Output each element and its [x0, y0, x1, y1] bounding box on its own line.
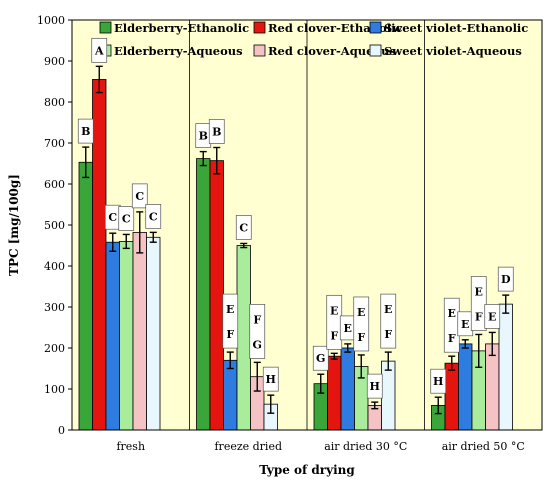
significance-box [118, 206, 135, 231]
x-axis-title: Type of drying [259, 463, 355, 477]
significance-box [470, 276, 487, 331]
legend-label: Elderberry-Ethanolic [114, 21, 249, 35]
significance-box [430, 368, 447, 394]
bar [196, 158, 211, 431]
legend-swatch [369, 44, 382, 57]
y-tick-label: 0 [58, 424, 65, 437]
significance-letter: E [461, 318, 469, 331]
significance-letter: E [448, 307, 456, 320]
y-tick-label: 400 [44, 260, 65, 273]
bar [236, 245, 251, 431]
x-tick-label: fresh [116, 440, 145, 453]
y-tick-label: 600 [44, 178, 65, 191]
significance-letter: F [253, 313, 261, 326]
significance-letter: C [108, 211, 117, 224]
y-tick-label: 1000 [37, 14, 65, 27]
significance-letter: E [488, 310, 496, 323]
bar [105, 241, 120, 431]
significance-letter: E [475, 285, 483, 298]
significance-letter: G [253, 338, 262, 351]
axes-layer: 0 100 200 300 400 500 600 700 800 900 1000 fresh fre… [37, 14, 543, 453]
significance-letter: F [448, 332, 456, 345]
significance-box [497, 266, 514, 292]
significance-letter: E [384, 303, 392, 316]
y-axis-title: TPC [mg/100g] [7, 174, 21, 276]
legend-label: Red clover-Aqueous [268, 44, 396, 58]
bar [444, 362, 459, 431]
significance-letter: E [226, 303, 234, 316]
y-tick-label: 100 [44, 383, 65, 396]
significance-letter: F [330, 329, 338, 342]
legend: Elderberry-Ethanolic Red clover-Ethanolic… [99, 21, 528, 58]
significance-letter: B [212, 126, 221, 139]
y-tick-label: 300 [44, 301, 65, 314]
significance-letter: C [149, 210, 158, 223]
significance-box [262, 366, 279, 392]
bar [223, 359, 238, 431]
significance-letter: A [94, 44, 104, 57]
bar [92, 79, 107, 431]
significance-letter: B [199, 130, 208, 143]
significance-box [312, 345, 329, 371]
significance-box [235, 215, 252, 240]
significance-letter: H [433, 375, 443, 388]
significance-letter: F [226, 328, 234, 341]
legend-label: Elderberry-Aqueous [114, 44, 243, 58]
y-tick-label: 200 [44, 342, 65, 355]
bar [381, 360, 396, 431]
significance-letter: F [475, 310, 483, 323]
significance-box [145, 204, 162, 229]
legend-label: Red clover-Ethanolic [268, 21, 402, 35]
x-tick-label: air dried 30 °C [324, 440, 407, 453]
bar [132, 231, 147, 431]
significance-letter: H [370, 380, 380, 393]
significance-letter: E [357, 306, 365, 319]
x-tick-label: freeze dried [214, 440, 282, 453]
legend-swatch [253, 44, 266, 57]
significance-letter: E [344, 322, 352, 335]
bar [209, 160, 224, 431]
significance-letter: F [384, 328, 392, 341]
legend-swatch [99, 21, 112, 34]
significance-letter: C [135, 190, 144, 203]
significance-letter: G [316, 352, 325, 365]
bar [485, 343, 500, 431]
significance-box [484, 304, 501, 329]
significance-box [222, 293, 239, 349]
x-tick-label: air dried 50 °C [442, 440, 525, 453]
significance-letter: H [266, 373, 276, 386]
y-tick-label: 800 [44, 96, 65, 109]
significance-box [77, 118, 94, 144]
significance-box [366, 373, 383, 399]
legend-label: Sweet violet-Ethanolic [384, 21, 528, 35]
significance-letter: F [357, 331, 365, 344]
significance-letter: B [81, 125, 90, 138]
bar [146, 236, 161, 431]
significance-box [353, 296, 370, 352]
significance-box [91, 37, 108, 63]
significance-letter: C [239, 221, 248, 234]
bar [78, 161, 93, 431]
significance-box [249, 304, 266, 359]
significance-box [380, 293, 397, 349]
bar [340, 347, 355, 431]
bar [458, 343, 473, 431]
significance-letter: E [330, 304, 338, 317]
significance-letter: D [501, 273, 511, 286]
bar [119, 240, 134, 431]
bar [498, 303, 513, 431]
significance-box [131, 183, 148, 209]
legend-label: Sweet violet-Aqueous [384, 44, 522, 58]
y-tick-label: 700 [44, 137, 65, 150]
significance-box [208, 119, 225, 144]
significance-letter: C [122, 212, 131, 225]
legend-swatch [369, 21, 382, 34]
bar [327, 355, 342, 431]
y-tick-label: 900 [44, 55, 65, 68]
y-tick-label: 500 [44, 219, 65, 232]
legend-swatch [253, 21, 266, 34]
